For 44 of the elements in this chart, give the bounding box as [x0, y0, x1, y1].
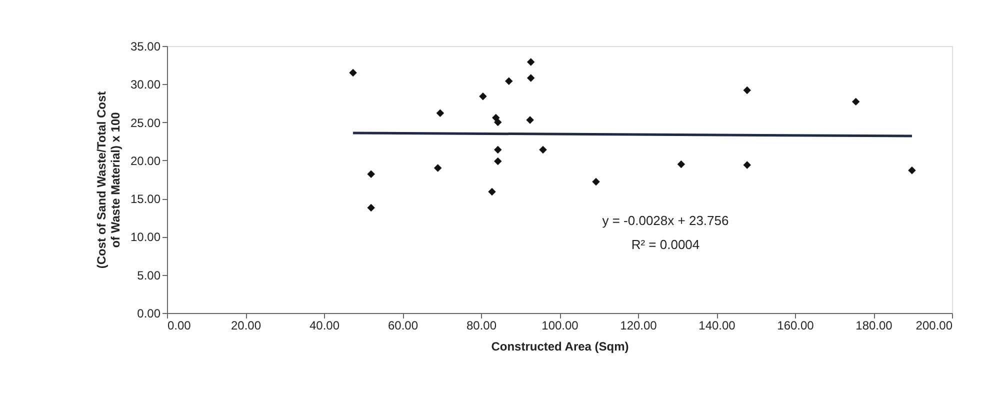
- point: [592, 178, 600, 186]
- point: [526, 116, 534, 124]
- point: [434, 164, 442, 172]
- point: [367, 170, 375, 178]
- x-tick-label: 120.00: [620, 318, 658, 332]
- x-tick-label: 140.00: [698, 318, 736, 332]
- y-tick-label: 10.00: [130, 230, 161, 244]
- point: [743, 161, 751, 169]
- x-tick-label: 60.00: [388, 318, 418, 332]
- point: [436, 109, 444, 118]
- y-axis-title: (Cost of Sand Waste/Total Cost of Waste Material) x 100: [94, 91, 122, 269]
- point: [852, 98, 860, 106]
- y-tick-label: 25.00: [130, 116, 161, 130]
- x-tick-label: 200.00: [916, 318, 953, 332]
- x-tick-label: 160.00: [777, 318, 814, 332]
- y-tick-label: 30.00: [130, 78, 161, 92]
- x-axis-title: Constructed Area (Sqm): [491, 340, 629, 354]
- point: [488, 188, 496, 196]
- point: [677, 160, 686, 168]
- point: [494, 157, 502, 166]
- x-tick-label: 40.00: [309, 318, 340, 332]
- y-tick-label: 0.00: [137, 306, 161, 320]
- x-tick-label: 180.00: [856, 318, 893, 332]
- point: [479, 92, 487, 100]
- point: [494, 146, 502, 154]
- point: [539, 146, 547, 154]
- x-tick-label: 100.00: [542, 318, 579, 332]
- point: [349, 68, 357, 77]
- y-tick-label: 15.00: [130, 192, 161, 206]
- point: [367, 204, 375, 212]
- point: [908, 166, 916, 174]
- y-tick-label: 20.00: [130, 154, 161, 168]
- x-tick-label: 80.00: [466, 318, 497, 332]
- point: [526, 74, 535, 82]
- y-tick-label: 35.00: [130, 40, 161, 54]
- x-tick-label: 20.00: [230, 318, 262, 332]
- annotation: y = -0.0028x + 23.756: [602, 212, 729, 228]
- point: [526, 58, 535, 66]
- point: [743, 86, 751, 94]
- point: [494, 118, 502, 126]
- y-tick-label: 5.00: [137, 268, 161, 282]
- point: [504, 77, 513, 85]
- annotation: R² = 0.0004: [631, 236, 700, 252]
- x-tick-label: 0.00: [168, 318, 192, 332]
